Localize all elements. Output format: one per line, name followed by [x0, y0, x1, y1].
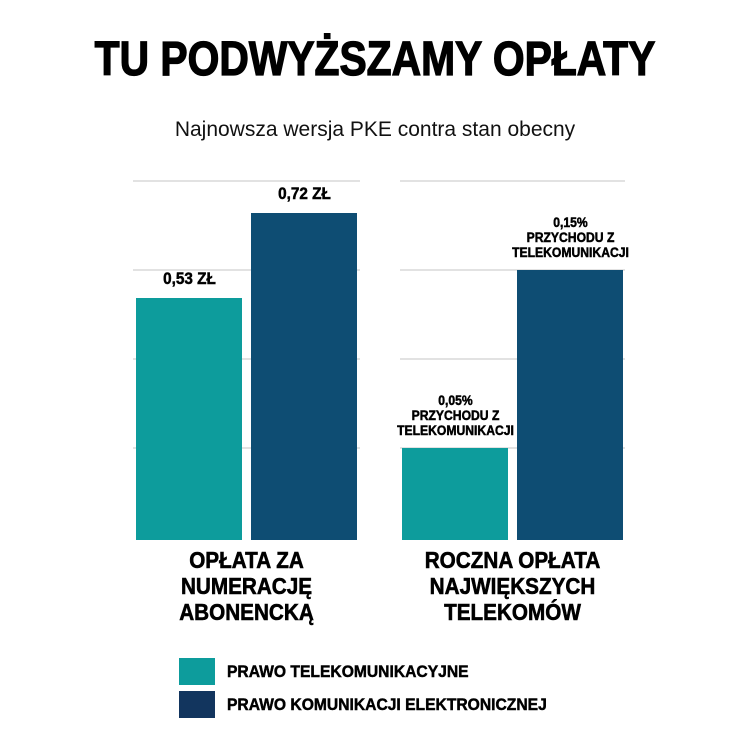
page-subtitle: Najnowsza wersja PKE contra stan obecny	[174, 118, 576, 141]
legend: PRAWO TELEKOMUNIKACYJNE PRAWO KOMUNIKACJ…	[0, 658, 750, 718]
category-label-roczna-oplata: ROCZNA OPŁATA NAJWIĘKSZYCH TELEKOMÓW	[424, 547, 601, 625]
bar-rect-navy	[251, 213, 357, 540]
chart-group-numeracja: 0,53 ZŁ 0,72 ZŁ	[133, 180, 360, 540]
gridline	[133, 447, 360, 449]
bar-value-label: 0,72 ZŁ	[277, 183, 331, 204]
bar-value-label: 0,05% PRZYCHODU Z TELEKOMUNIKACJI	[396, 392, 514, 438]
category-label-numeracja: OPŁATA ZA NUMERACJĘ ABONENCKĄ	[179, 547, 314, 625]
gridline	[400, 180, 625, 182]
gridline	[400, 269, 625, 271]
bar-pke-roczna: 0,15% PRZYCHODU Z TELEKOMUNIKACJI	[511, 180, 629, 540]
bars-roczna-oplata: 0,05% PRZYCHODU Z TELEKOMUNIKACJI 0,15% …	[396, 180, 629, 540]
page-title: TU PODWYŻSZAMY OPŁATY	[94, 32, 656, 86]
legend-item-prawo-telekomunikacyjne: PRAWO TELEKOMUNIKACYJNE	[179, 658, 571, 685]
legend-label: PRAWO TELEKOMUNIKACYJNE	[227, 661, 469, 681]
legend-label: PRAWO KOMUNIKACJI ELEKTRONICZNEJ	[227, 694, 547, 714]
gridline	[400, 358, 625, 360]
bar-rect-teal	[136, 298, 242, 540]
bar-value-label: 0,15% PRZYCHODU Z TELEKOMUNIKACJI	[511, 214, 629, 260]
legend-swatch-teal	[179, 658, 215, 685]
gridline	[133, 358, 360, 360]
chart-group-roczna-oplata: 0,05% PRZYCHODU Z TELEKOMUNIKACJI 0,15% …	[396, 180, 629, 540]
bar-pke-numeracja: 0,72 ZŁ	[251, 180, 357, 540]
bar-rect-navy	[517, 270, 623, 540]
gridline	[133, 269, 360, 271]
bar-value-label: 0,53 ZŁ	[162, 268, 216, 289]
legend-swatch-navy	[179, 691, 215, 718]
bar-prawo-telekomunikacyjne-roczna: 0,05% PRZYCHODU Z TELEKOMUNIKACJI	[396, 180, 514, 540]
bars-numeracja: 0,53 ZŁ 0,72 ZŁ	[133, 180, 360, 540]
legend-item-prawo-komunikacji-elektronicznej: PRAWO KOMUNIKACJI ELEKTRONICZNEJ	[179, 691, 571, 718]
gridline	[400, 447, 625, 449]
bar-prawo-telekomunikacyjne-numeracja: 0,53 ZŁ	[136, 180, 242, 540]
gridline	[133, 180, 360, 182]
bar-rect-teal	[402, 448, 508, 540]
